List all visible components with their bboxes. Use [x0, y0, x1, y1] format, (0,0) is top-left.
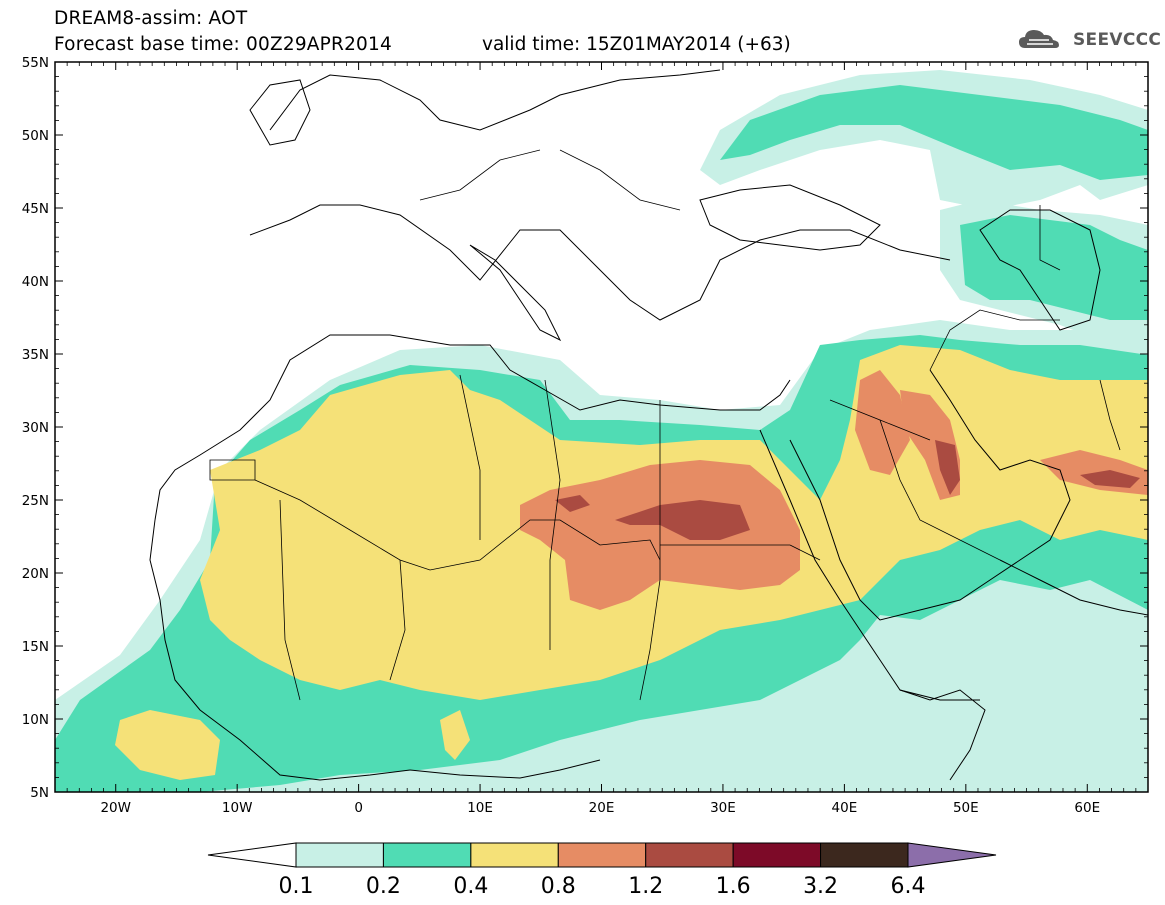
lon-ticks: 20W 10W 0 10E 20E 30E 40E 50E 60E — [54, 62, 1149, 816]
aot-band-0.2-north — [720, 85, 1148, 180]
colorbar-swatch — [382, 842, 472, 868]
lat-tick-label: 50N — [22, 128, 49, 144]
map-title: DREAM8-assim: AOT — [54, 8, 248, 29]
aot-band-0.4-nile — [440, 710, 470, 760]
coastline-europe-north — [269, 69, 721, 131]
lon-tick-label: 30E — [710, 800, 736, 816]
aot-band-0.4-west — [115, 710, 220, 780]
border-15 — [559, 149, 681, 211]
colorbar-swatch — [820, 842, 909, 868]
aot-band-1.2-c — [935, 440, 960, 495]
colorbar-label: 0.4 — [453, 874, 488, 899]
coastline-redsea-west — [759, 429, 980, 701]
lat-tick-label: 5N — [30, 785, 49, 801]
lon-tick-label: 10W — [222, 800, 253, 816]
aot-band-1.2 — [615, 500, 750, 540]
lon-tick-label: 20E — [589, 800, 615, 816]
coastline-africa-west — [149, 519, 411, 781]
lat-tick-label: 45N — [22, 201, 49, 217]
coastline-britain — [249, 79, 311, 146]
lat-tick-label: 30N — [22, 420, 49, 436]
coastline-europe — [249, 204, 951, 321]
lon-tick-label: 60E — [1074, 800, 1100, 816]
colorbar-label: 3.2 — [803, 874, 838, 899]
border-16 — [419, 149, 541, 201]
colorbar-swatch — [732, 842, 822, 868]
colorbar-label: 6.4 — [891, 874, 926, 899]
colorbar-label: 0.8 — [541, 874, 576, 899]
border-6 — [544, 379, 561, 650]
colorbar-label: 0.2 — [366, 874, 401, 899]
lon-tick-label: 50E — [953, 800, 979, 816]
coastline-arabian-sea — [999, 559, 1148, 616]
border-5 — [459, 374, 481, 540]
border-13 — [1099, 379, 1121, 451]
border-2 — [254, 479, 661, 571]
coastline-blacksea — [699, 184, 881, 251]
coastline-redsea-east — [789, 369, 1071, 621]
lat-tick-label: 35N — [22, 347, 49, 363]
coastline-caspian — [979, 209, 1101, 331]
coastline-gulf-guinea — [409, 759, 601, 779]
border-7 — [639, 400, 661, 701]
colorbar: 0.1 0.2 0.4 0.8 1.2 1.6 3.2 6.4 — [207, 842, 997, 899]
colorbar-label: 1.2 — [628, 874, 663, 899]
colorbar-high-arrow — [907, 842, 997, 868]
coastline-africa-north — [154, 334, 791, 521]
aot-contours — [55, 70, 1148, 792]
coastlines — [149, 69, 1148, 781]
seevccc-logo-text: SEEVCCC — [1073, 30, 1162, 50]
border-11 — [879, 419, 1001, 561]
colorbar-label: 1.6 — [716, 874, 751, 899]
lat-tick-label: 20N — [22, 566, 49, 582]
coastline-horn — [899, 689, 986, 781]
lat-ticks: 55N 50N 45N 40N 35N 30N 25N 20N 15N 10N 5N — [22, 55, 1148, 801]
border-9 — [789, 544, 821, 561]
valid-time: valid time: 15Z01MAY2014 (+63) — [482, 34, 791, 55]
colorbar-low-arrow — [207, 842, 297, 868]
lat-tick-label: 25N — [22, 493, 49, 509]
lat-tick-label: 40N — [22, 274, 49, 290]
lon-tick-label: 20W — [100, 800, 131, 816]
border-14 — [1039, 205, 1061, 271]
border-4 — [389, 559, 406, 681]
borders — [209, 149, 1121, 701]
aot-band-0.8-arabia — [855, 370, 910, 475]
lat-tick-label: 55N — [22, 55, 49, 71]
lon-tick-label: 40E — [832, 800, 858, 816]
lon-tick-label: 0 — [354, 800, 363, 816]
aot-band-1.2-d — [1080, 470, 1140, 488]
aot-band-1.2-b — [555, 495, 590, 512]
lat-tick-label: 15N — [22, 639, 49, 655]
forecast-base-time: Forecast base time: 00Z29APR2014 — [54, 34, 392, 55]
colorbar-swatch — [645, 842, 734, 868]
cloud-icon — [1019, 30, 1059, 48]
border-3 — [279, 499, 301, 701]
aot-band-0.2-east — [960, 215, 1148, 320]
colorbar-swatch — [295, 842, 384, 868]
lat-tick-label: 10N — [22, 712, 49, 728]
colorbar-label: 0.1 — [279, 874, 314, 899]
border-12 — [929, 309, 1060, 371]
lon-tick-label: 10E — [467, 800, 493, 816]
colorbar-swatch — [557, 842, 647, 868]
colorbar-swatch — [470, 842, 559, 868]
coastline-italy — [469, 244, 562, 342]
